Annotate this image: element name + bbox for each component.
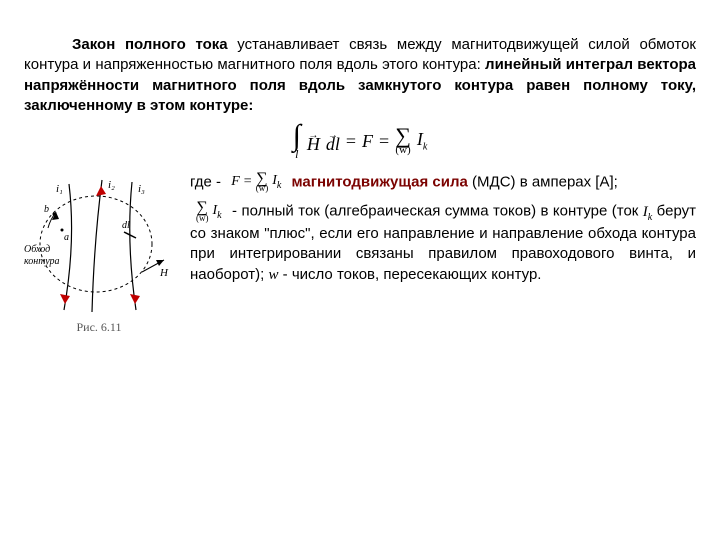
gde: где - bbox=[190, 173, 221, 190]
intro-paragraph: Закон полного тока устанавливает связь м… bbox=[24, 35, 696, 116]
equals-2: = bbox=[379, 129, 389, 153]
label-kontura: контура bbox=[24, 256, 60, 267]
contour-diagram: i₁ i₂ i₃ H dl b a Обход контура bbox=[24, 172, 174, 317]
label-i1: i₁ bbox=[56, 183, 63, 195]
mds-tail: (МДС) в амперах [А]; bbox=[472, 173, 618, 190]
label-a: a bbox=[64, 232, 69, 243]
vector-dl: → dl bbox=[326, 133, 340, 150]
vector-H: → H bbox=[307, 133, 320, 150]
desc2-dash: - bbox=[228, 203, 242, 220]
label-dl: dl bbox=[122, 220, 130, 231]
inline-formula-F: F = ∑ (w) Ik bbox=[231, 172, 281, 193]
main-formula: ∫ l → H → dl = F = ∑ (w) Ik bbox=[24, 122, 696, 160]
mds-term: магнитодвижущая сила bbox=[292, 173, 468, 190]
Ik: Ik bbox=[417, 127, 427, 154]
label-obhod: Обход bbox=[24, 244, 50, 255]
sum-symbol: ∑ (w) bbox=[395, 126, 411, 156]
figure-caption: Рис. 6.11 bbox=[24, 319, 174, 335]
desc2-w: w bbox=[268, 267, 278, 283]
intro-colon: : bbox=[248, 97, 253, 114]
F-symbol: F bbox=[362, 129, 373, 153]
integral-symbol: ∫ l bbox=[293, 122, 301, 160]
inline-formula-sumIk: ∑ (w) Ik bbox=[196, 201, 222, 222]
equals-1: = bbox=[346, 129, 356, 153]
lower-section: i₁ i₂ i₃ H dl b a Обход контура Рис. 6.1… bbox=[24, 172, 696, 335]
law-title: Закон полного тока bbox=[72, 36, 228, 53]
label-b: b bbox=[44, 204, 49, 215]
label-H: H bbox=[159, 267, 169, 279]
desc2-text1: полный ток (алгебраическая сумма токов) … bbox=[241, 203, 642, 220]
label-i3: i₃ bbox=[138, 183, 145, 195]
desc2-Ik: Ik bbox=[643, 204, 652, 220]
description: где - F = ∑ (w) Ik магнитодвижущая сила … bbox=[190, 172, 696, 293]
desc2-text3: - число токов, пересекающих контур. bbox=[278, 266, 541, 283]
figure: i₁ i₂ i₃ H dl b a Обход контура Рис. 6.1… bbox=[24, 172, 174, 335]
label-i2: i₂ bbox=[108, 179, 115, 191]
